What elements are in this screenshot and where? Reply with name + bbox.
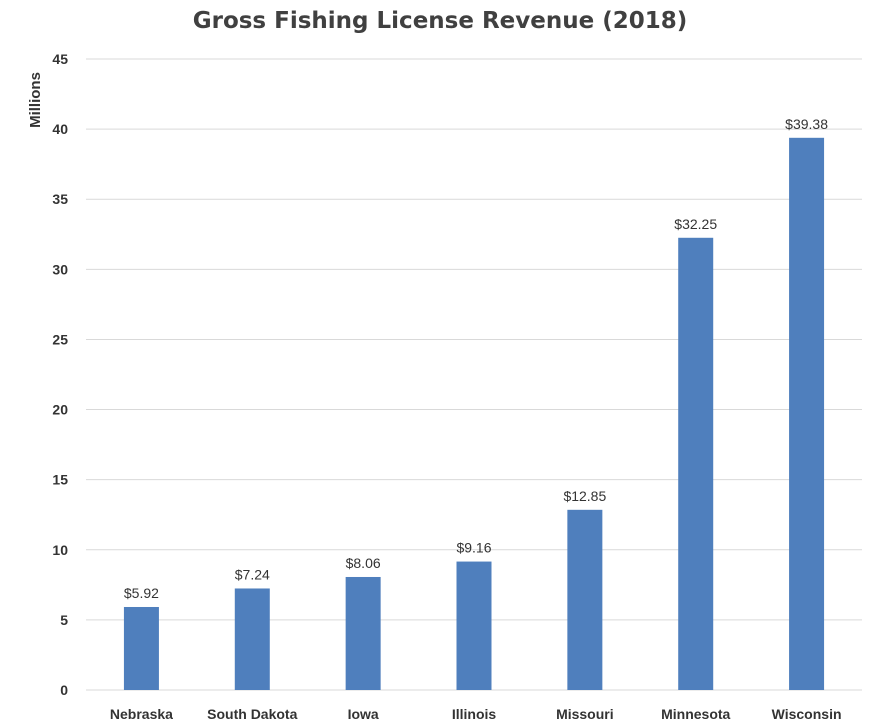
y-tick-label: 15 — [52, 472, 68, 488]
x-category-label: Wisconsin — [772, 706, 842, 722]
x-category-label: South Dakota — [207, 706, 297, 722]
y-tick-label: 5 — [60, 612, 68, 628]
data-label: $9.16 — [456, 540, 491, 556]
bar-iowa — [345, 576, 381, 690]
y-tick-label: 0 — [60, 682, 68, 698]
x-category-label: Nebraska — [110, 706, 173, 722]
data-label: $8.06 — [346, 555, 381, 571]
data-label: $7.24 — [235, 566, 270, 582]
x-category-label: Illinois — [452, 706, 497, 722]
bar-wisconsin — [789, 137, 825, 691]
data-labels: $5.92 $7.24 $8.06 $9.16 $12.85 $32.25 $39.38 — [124, 116, 828, 601]
y-axis-title: Millions — [27, 72, 44, 128]
y-tick-label: 40 — [52, 121, 68, 137]
y-tick-label: 30 — [52, 261, 68, 277]
data-label: $12.85 — [563, 488, 606, 504]
y-tick-label: 25 — [52, 331, 68, 347]
x-category-label: Minnesota — [661, 706, 730, 722]
data-label: $5.92 — [124, 585, 159, 601]
bar-nebraska — [123, 606, 159, 690]
bar-illinois — [456, 561, 492, 690]
bar-minnesota — [678, 237, 714, 691]
chart-title: Gross Fishing License Revenue (2018) — [192, 8, 688, 34]
x-category-label: Missouri — [556, 706, 614, 722]
y-tick-label: 35 — [52, 191, 68, 207]
y-tick-label: 10 — [52, 542, 68, 558]
x-category-label: Iowa — [348, 706, 379, 722]
y-tick-label: 45 — [52, 51, 68, 67]
x-axis-categories: Nebraska South Dakota Iowa Illinois Missouri… — [110, 706, 842, 722]
data-label: $32.25 — [674, 216, 717, 232]
y-tick-label: 20 — [52, 402, 68, 418]
bar-south-dakota — [234, 588, 270, 690]
y-axis-ticks: 0 5 10 15 20 25 30 35 40 45 — [52, 51, 68, 698]
data-label: $39.38 — [785, 116, 828, 132]
bar-missouri — [567, 509, 603, 690]
bars — [123, 137, 825, 691]
